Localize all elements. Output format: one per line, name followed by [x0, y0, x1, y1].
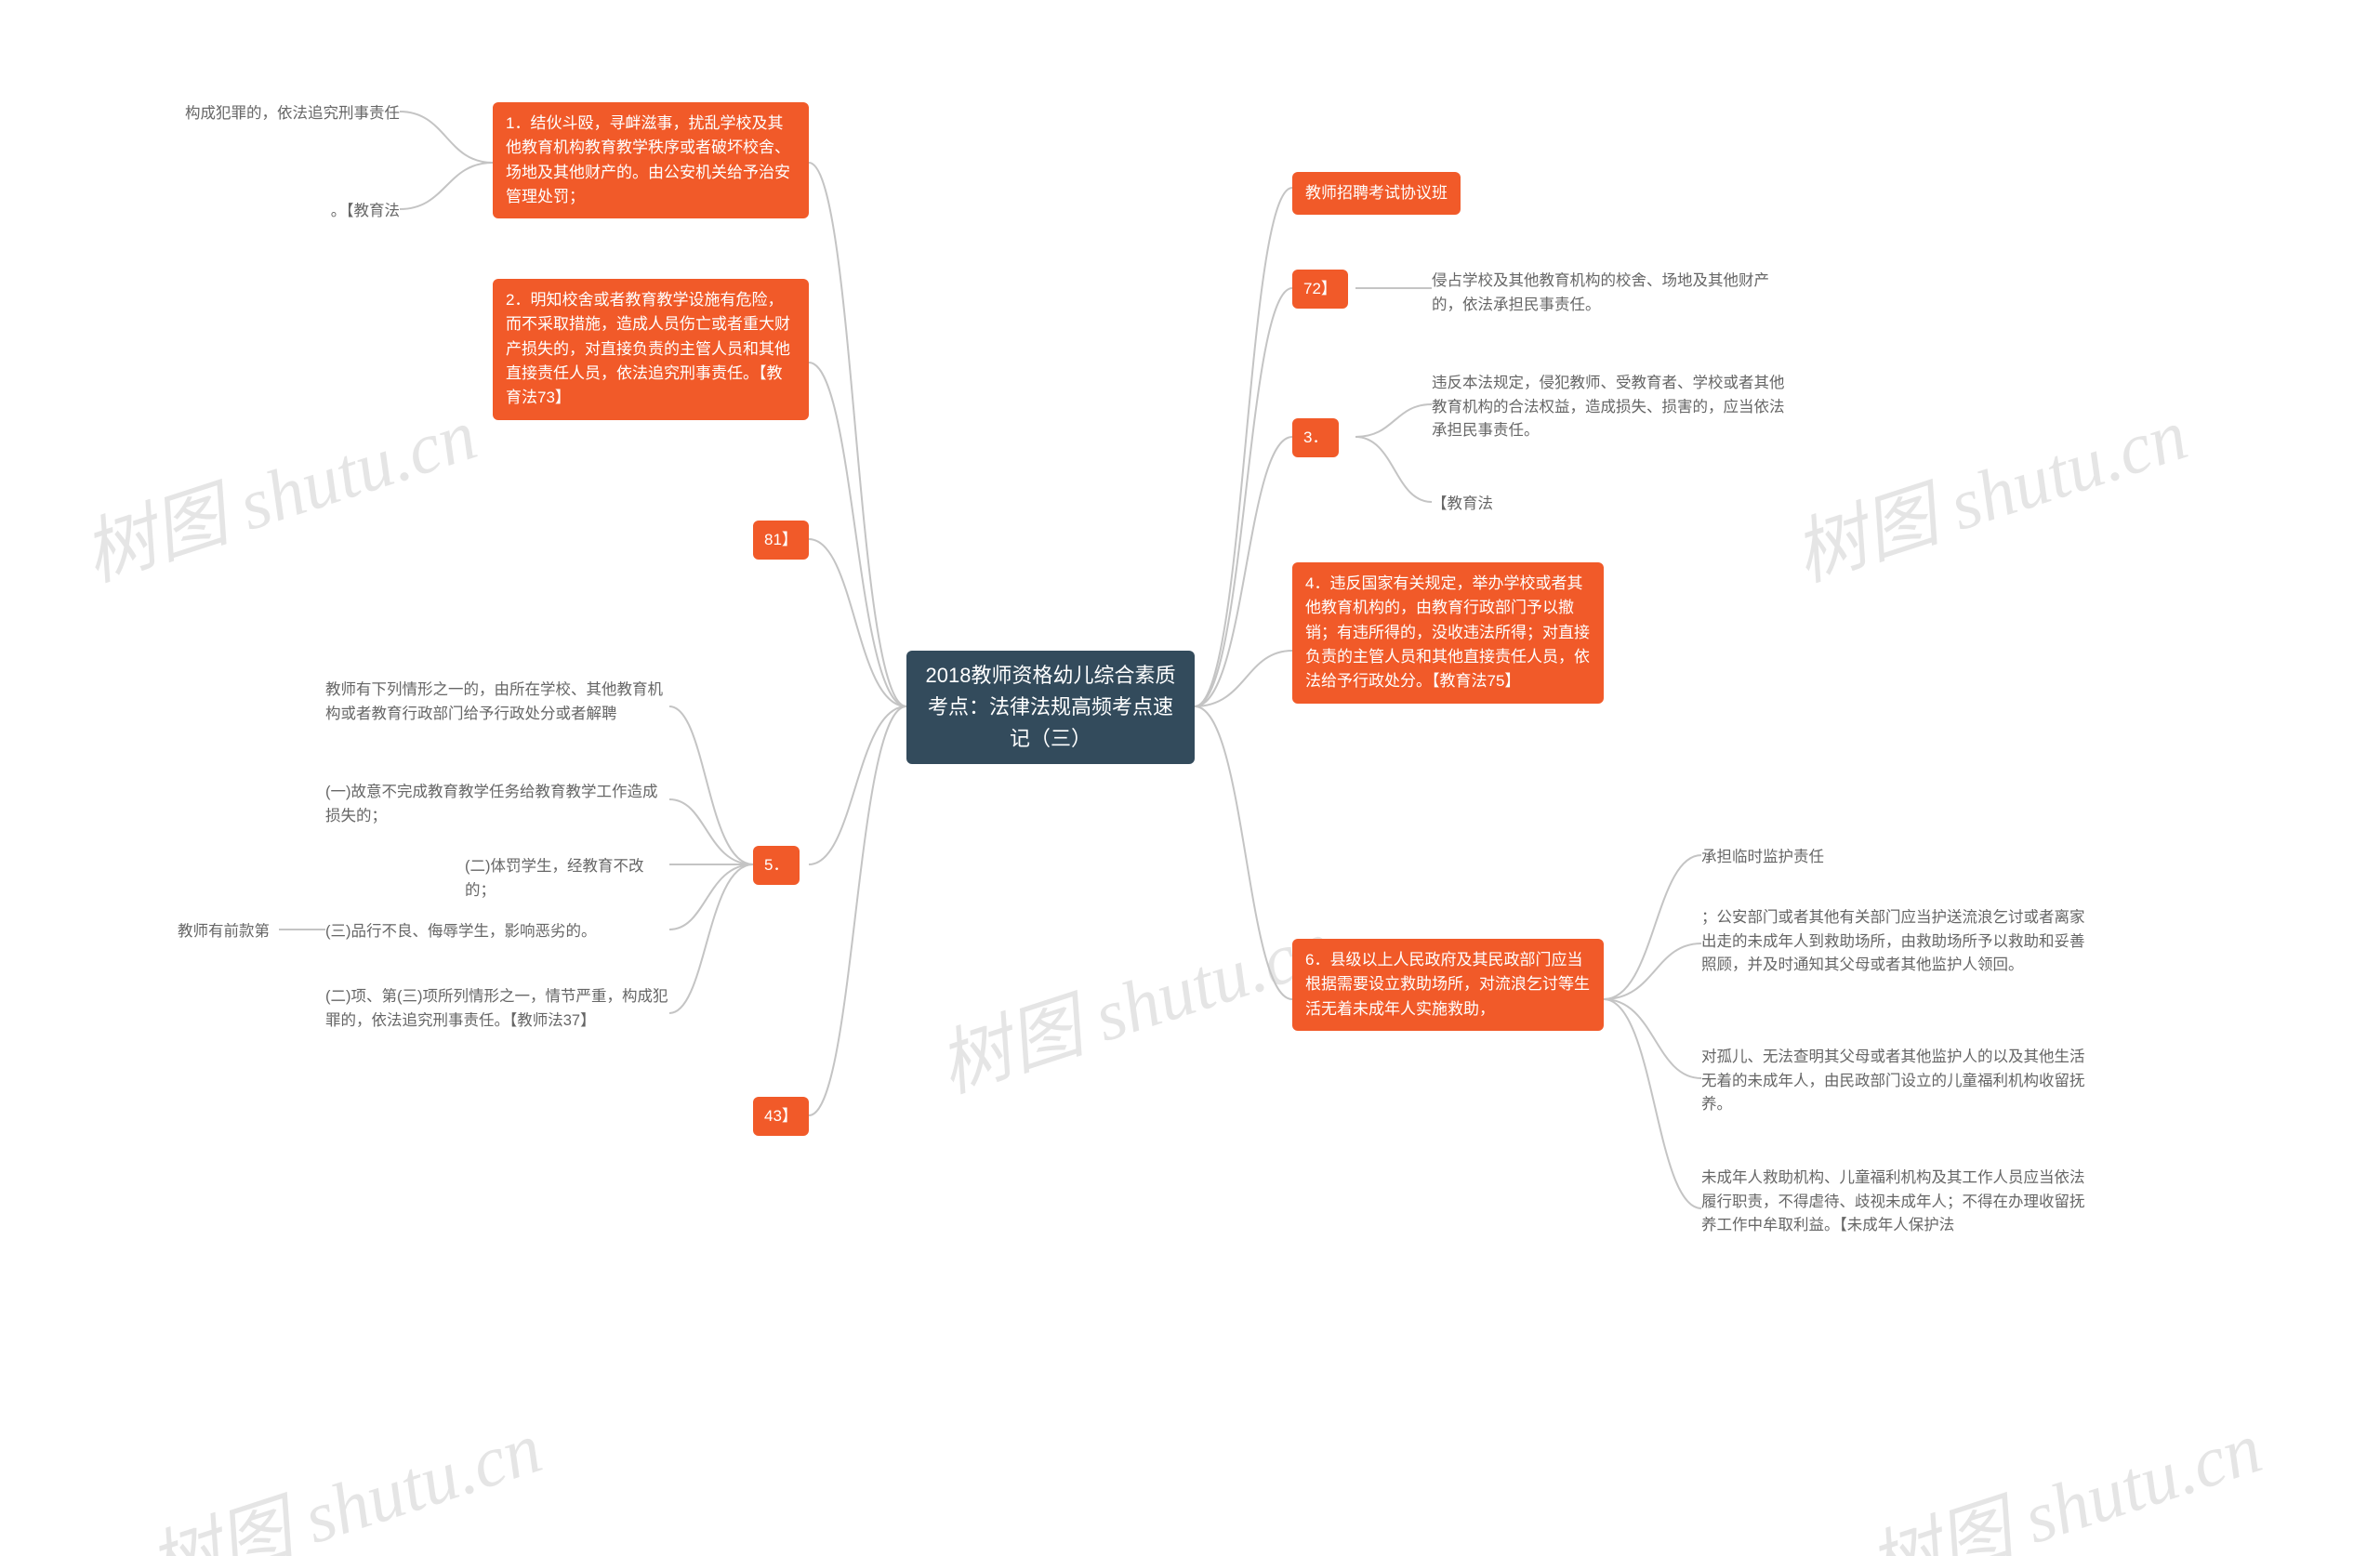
left-node-1-child-a: 构成犯罪的，依法追究刑事责任 [158, 102, 400, 126]
watermark: 树图 shutu.cn [923, 888, 1342, 1113]
right-node-6: 6．县级以上人民政府及其民政部门应当根据需要设立救助场所，对流浪乞讨等生活无着未… [1292, 939, 1604, 1031]
right-node-72: 72】 [1292, 270, 1348, 309]
root-node: 2018教师资格幼儿综合素质考点：法律法规高频考点速记（三） [906, 651, 1195, 764]
right-node-72-child: 侵占学校及其他教育机构的校舍、场地及其他财产的，依法承担民事责任。 [1432, 270, 1785, 317]
left-node-5-child-e: (二)项、第(三)项所列情形之一，情节严重，构成犯罪的，依法追究刑事责任。【教师… [325, 985, 669, 1033]
right-node-6-child-d: 未成年人救助机构、儿童福利机构及其工作人员应当依法履行职责，不得虐待、歧视未成年… [1701, 1167, 2092, 1238]
left-node-5-child-a: 教师有下列情形之一的，由所在学校、其他教育机构或者教育行政部门给予行政处分或者解… [325, 679, 669, 726]
left-node-2: 2．明知校舍或者教育教学设施有危险，而不采取措施，造成人员伤亡或者重大财产损失的… [493, 279, 809, 420]
left-node-81: 81】 [753, 521, 809, 560]
right-node-6-child-c: 对孤儿、无法查明其父母或者其他监护人的以及其他生活无着的未成年人，由民政部门设立… [1701, 1046, 2092, 1117]
right-node-6-child-b: ；公安部门或者其他有关部门应当护送流浪乞讨或者离家出走的未成年人到救助场所，由救… [1701, 906, 2092, 978]
left-node-5-child-c: (二)体罚学生，经教育不改的； [465, 855, 669, 903]
left-node-5-child-b: (一)故意不完成教育教学任务给教育教学工作造成损失的； [325, 781, 669, 828]
right-node-4: 4．违反国家有关规定，举办学校或者其他教育机构的，由教育行政部门予以撤销；有违所… [1292, 562, 1604, 704]
right-node-6-child-a: 承担临时监护责任 [1701, 846, 2092, 870]
right-node-3-child-b: 【教育法 [1432, 493, 1785, 517]
left-node-1: 1．结伙斗殴，寻衅滋事，扰乱学校及其他教育机构教育教学秩序或者破坏校舍、场地及其… [493, 102, 809, 218]
left-node-1-child-b: 。【教育法 [288, 200, 400, 224]
watermark: 树图 shutu.cn [133, 1390, 552, 1556]
right-node-top: 教师招聘考试协议班 [1292, 172, 1461, 215]
left-node-5: 5． [753, 846, 800, 885]
connector-layer [0, 0, 2380, 1556]
left-node-5-child-d-sub: 教师有前款第 [158, 920, 270, 944]
watermark: 树图 shutu.cn [1778, 376, 2198, 601]
right-node-3-child-a: 违反本法规定，侵犯教师、受教育者、学校或者其他教育机构的合法权益，造成损失、损害… [1432, 372, 1785, 443]
left-node-43: 43】 [753, 1097, 809, 1136]
left-node-5-child-d: (三)品行不良、侮辱学生，影响恶劣的。 [325, 920, 669, 944]
right-node-3: 3． [1292, 418, 1339, 457]
watermark: 树图 shutu.cn [1853, 1390, 2272, 1556]
watermark: 树图 shutu.cn [68, 376, 487, 601]
